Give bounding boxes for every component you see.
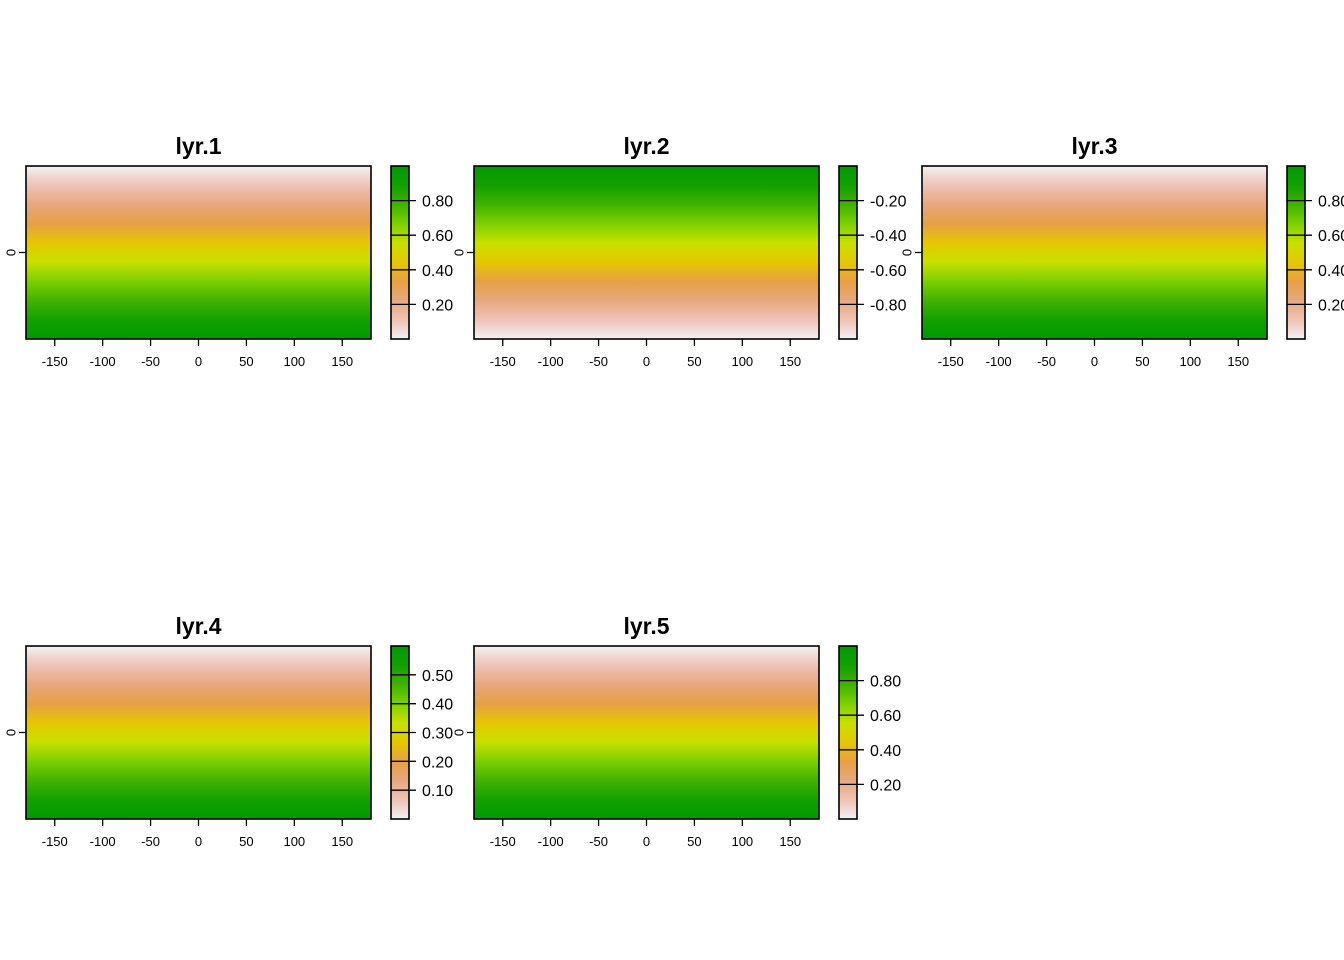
x-tick-label: 100 bbox=[731, 354, 753, 369]
panel-5: lyr.5 -150 -100 -50 0 50 100 150 0 0.80 0.60 0.40 0.… bbox=[451, 613, 901, 849]
legend-colorbar bbox=[1287, 166, 1305, 339]
panel-title: lyr.3 bbox=[1071, 133, 1117, 159]
legend-tick-label: -0.20 bbox=[870, 194, 907, 211]
panel-title: lyr.1 bbox=[175, 133, 221, 159]
x-tick-label: 50 bbox=[239, 834, 253, 849]
x-tick-label: -50 bbox=[1037, 354, 1056, 369]
x-tick-label: 100 bbox=[1179, 354, 1201, 369]
x-tick-label: 150 bbox=[779, 354, 801, 369]
y-tick-label: 0 bbox=[451, 249, 466, 256]
x-tick-label: -50 bbox=[589, 834, 608, 849]
legend-tick-label: 0.40 bbox=[422, 697, 453, 714]
x-tick-label: -150 bbox=[42, 834, 68, 849]
x-tick-label: -50 bbox=[141, 354, 160, 369]
x-tick-label: -150 bbox=[490, 834, 516, 849]
legend-tick-label: -0.80 bbox=[870, 297, 907, 314]
legend-tick-label: 0.30 bbox=[422, 726, 453, 743]
raster-image bbox=[26, 166, 371, 339]
legend-tick-label: 0.80 bbox=[870, 674, 901, 691]
legend-colorbar bbox=[839, 166, 857, 339]
legend-frame bbox=[1286, 165, 1306, 340]
x-tick-label: 0 bbox=[195, 354, 202, 369]
legend-frame bbox=[838, 165, 858, 340]
x-tick-label: 150 bbox=[331, 354, 353, 369]
legend-colorbar bbox=[391, 166, 409, 339]
legend-tick-label: 0.60 bbox=[870, 708, 901, 725]
panels: lyr.1 -150 -100 -50 0 50 100 150 0 0.80 0.60 0.40 0.… bbox=[3, 133, 1344, 849]
raster-image bbox=[474, 646, 819, 819]
x-tick-label: -100 bbox=[538, 354, 564, 369]
x-tick-label: 150 bbox=[331, 834, 353, 849]
panel-2: lyr.2 -150 -100 -50 0 50 100 150 0 -0.20 -0.40 -0.6… bbox=[451, 133, 906, 369]
panel-3: lyr.3 -150 -100 -50 0 50 100 150 0 0.80 0.60 0.40 0.… bbox=[899, 133, 1344, 369]
y-tick-label: 0 bbox=[3, 729, 18, 736]
x-tick-label: 50 bbox=[687, 834, 701, 849]
y-tick-label: 0 bbox=[3, 249, 18, 256]
legend-tick-label: 0.80 bbox=[422, 194, 453, 211]
raster-image bbox=[474, 166, 819, 339]
legend-tick-label: 0.40 bbox=[1318, 263, 1344, 280]
legend-tick-label: 0.20 bbox=[422, 754, 453, 771]
x-tick-label: 150 bbox=[779, 834, 801, 849]
x-tick-label: 0 bbox=[643, 834, 650, 849]
legend-tick-label: 0.40 bbox=[422, 263, 453, 280]
x-tick-label: -100 bbox=[90, 834, 116, 849]
x-tick-label: -150 bbox=[42, 354, 68, 369]
x-tick-label: 0 bbox=[195, 834, 202, 849]
x-tick-label: 0 bbox=[1091, 354, 1098, 369]
x-tick-label: -150 bbox=[938, 354, 964, 369]
legend-tick-label: 0.10 bbox=[422, 783, 453, 800]
x-tick-label: 100 bbox=[283, 834, 305, 849]
x-tick-label: -100 bbox=[538, 834, 564, 849]
x-tick-label: -100 bbox=[986, 354, 1012, 369]
panel-1: lyr.1 -150 -100 -50 0 50 100 150 0 0.80 0.60 0.40 0.… bbox=[3, 133, 453, 369]
raster-image bbox=[26, 646, 371, 819]
legend-tick-label: 0.20 bbox=[422, 297, 453, 314]
legend-tick-label: -0.60 bbox=[870, 263, 907, 280]
raster-image bbox=[922, 166, 1267, 339]
legend-tick-label: 0.20 bbox=[870, 777, 901, 794]
legend-frame bbox=[390, 165, 410, 340]
panel-4: lyr.4 -150 -100 -50 0 50 100 150 0 0.50 0.40 0.30 0.… bbox=[3, 613, 453, 849]
x-tick-label: 50 bbox=[239, 354, 253, 369]
y-tick-label: 0 bbox=[451, 729, 466, 736]
x-tick-label: -50 bbox=[589, 354, 608, 369]
legend-tick-label: 0.60 bbox=[422, 228, 453, 245]
legend-tick-label: 0.80 bbox=[1318, 194, 1344, 211]
legend-tick-label: -0.40 bbox=[870, 228, 907, 245]
y-tick-label: 0 bbox=[899, 249, 914, 256]
x-tick-label: 0 bbox=[643, 354, 650, 369]
x-tick-label: -150 bbox=[490, 354, 516, 369]
panel-title: lyr.5 bbox=[623, 613, 669, 639]
x-tick-label: -50 bbox=[141, 834, 160, 849]
legend-frame bbox=[838, 645, 858, 820]
legend-tick-label: 0.50 bbox=[422, 668, 453, 685]
x-tick-label: 100 bbox=[283, 354, 305, 369]
x-tick-label: 50 bbox=[1135, 354, 1149, 369]
legend-tick-label: 0.60 bbox=[1318, 228, 1344, 245]
panel-title: lyr.2 bbox=[623, 133, 669, 159]
x-tick-label: 50 bbox=[687, 354, 701, 369]
panel-title: lyr.4 bbox=[175, 613, 221, 639]
legend-tick-label: 0.20 bbox=[1318, 297, 1344, 314]
legend-colorbar bbox=[839, 646, 857, 819]
x-tick-label: 100 bbox=[731, 834, 753, 849]
x-tick-label: 150 bbox=[1227, 354, 1249, 369]
legend-tick-label: 0.40 bbox=[870, 743, 901, 760]
x-tick-label: -100 bbox=[90, 354, 116, 369]
